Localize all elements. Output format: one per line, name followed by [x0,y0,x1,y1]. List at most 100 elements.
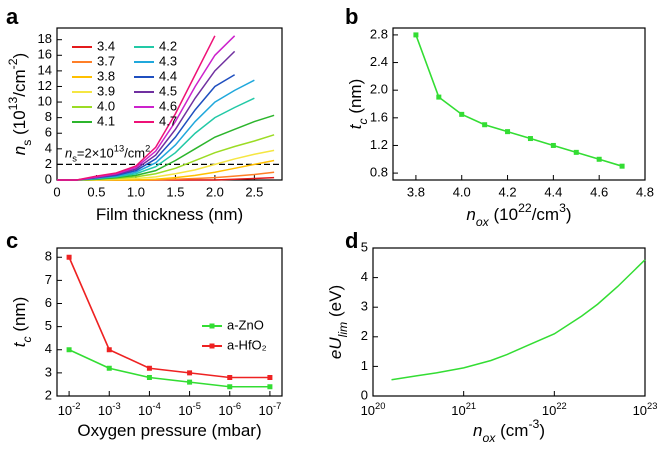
y-axis-label: eUlim (eV) [326,285,350,359]
y-tick-label: 2.0 [370,82,388,97]
y-tick-label: 2 [45,387,52,402]
data-marker [573,149,579,155]
y-tick-label: 18 [38,31,52,46]
label-part: (nm) [346,79,365,119]
y-tick-label: 16 [38,47,52,62]
legend-label: 4.7 [159,113,177,128]
tick-exponent: 21 [466,401,476,411]
y-tick-label: 2 [45,156,52,171]
legend-label: a-ZnO [227,317,264,332]
x-axis-label: nox (1022/cm3) [466,201,571,229]
tick-base: 10 [58,403,72,418]
label-part: n [65,146,72,161]
legend-label: 4.6 [159,98,177,113]
y-tick-label: 4 [361,269,368,284]
data-marker [459,111,465,117]
y-tick-label: 2 [361,328,368,343]
x-tick-label: 0 [53,184,60,199]
x-tick-label: 10-2 [58,401,81,418]
y-tick-label: 3 [45,364,52,379]
label-part: 13 [6,97,20,111]
y-tick-label: 1.2 [370,137,388,152]
label-part: (10 [10,110,29,139]
data-marker [187,370,193,376]
x-tick-label: 1021 [451,401,476,418]
y-axis-label: tc (nm) [346,79,370,130]
data-marker [187,379,193,385]
x-tick-label: 2.5 [245,184,263,199]
x-tick-label: 4.8 [636,184,654,199]
legend-label: 3.4 [97,38,115,53]
y-tick-label: 5 [361,239,368,254]
label-part: s [20,140,34,146]
tick-base: 10 [218,403,232,418]
legend-label: 4.3 [159,53,177,68]
y-tick-label: 6 [45,295,52,310]
tick-exponent: -7 [273,401,281,411]
x-tick-label: 1020 [361,401,386,418]
legend-label: 4.5 [159,83,177,98]
label-part: s [72,154,77,164]
y-tick-label: 8 [45,109,52,124]
x-axis-label: Oxygen pressure (mbar) [77,421,261,440]
x-axis-label: Film thickness (nm) [96,205,243,224]
label-part: ) [566,205,572,224]
x-tick-label: 1023 [633,401,658,418]
plot-frame [56,247,283,397]
data-marker [482,122,488,128]
legend-marker [209,323,215,329]
label-part: Oxygen pressure (mbar) [77,421,261,440]
label-part: Film thickness (nm) [96,205,243,224]
data-marker [413,32,419,38]
label-part: t [346,123,365,129]
y-axis-label: ns (1013/cm-2) [6,53,34,155]
label-part: 13 [114,144,124,154]
x-tick-label: 2.0 [206,184,224,199]
legend-label: 4.2 [159,38,177,53]
data-marker [267,384,273,390]
y-tick-label: 8 [45,249,52,264]
data-marker [436,94,442,100]
panel-letter: c [6,228,18,253]
tick-base: 10 [451,403,465,418]
legend-label: a-HfO₂ [227,337,267,352]
x-tick-label: 0.5 [87,184,105,199]
tick-exponent: 23 [647,401,657,411]
y-tick-label: 14 [38,62,52,77]
x-tick-label: 10-3 [98,401,121,418]
label-part: (cm [495,421,528,440]
tick-exponent: -4 [152,401,160,411]
label-part: (10 [489,205,518,224]
label-part: -3 [528,417,539,431]
series-line [57,74,236,181]
legend-label: 4.0 [97,98,115,113]
label-part: n [473,421,482,440]
label-part: lim [336,322,350,338]
label-part: 3 [559,201,566,215]
plot-frame [372,247,646,397]
label-part: (eV) [326,285,345,322]
y-tick-label: 4 [45,341,52,356]
label-part: /cm [10,69,29,96]
y-tick-label: 1.6 [370,109,388,124]
legend-label: 3.9 [97,83,115,98]
series-line [68,349,270,388]
tick-exponent: -2 [72,401,80,411]
data-marker [527,136,533,142]
legend-label: 3.7 [97,53,115,68]
y-tick-label: 0.8 [370,165,388,180]
x-tick-label: 1.0 [127,184,145,199]
x-tick-label: 10-5 [178,401,201,418]
tick-base: 10 [361,403,375,418]
x-tick-label: 4.0 [453,184,471,199]
label-part: /cm [532,205,559,224]
data-marker [227,384,233,390]
tick-exponent: -3 [112,401,120,411]
x-tick-label: 1.5 [166,184,184,199]
tick-base: 10 [98,403,112,418]
label-part: ) [10,53,29,59]
data-marker [146,375,152,380]
annotation: ns=2×1013/cm2 [65,144,150,164]
legend-label: 4.4 [159,68,177,83]
